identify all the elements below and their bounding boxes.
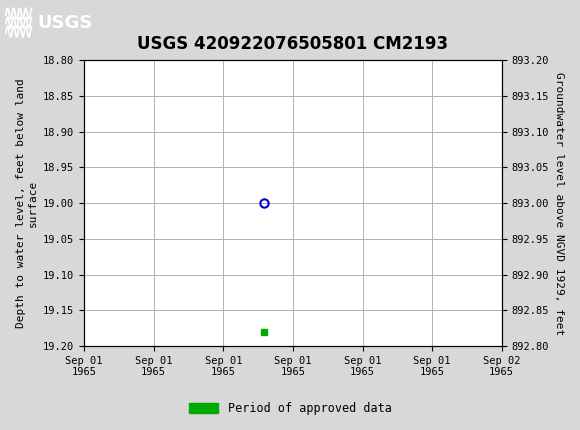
Text: USGS: USGS [38,14,93,31]
Y-axis label: Groundwater level above NGVD 1929, feet: Groundwater level above NGVD 1929, feet [554,71,564,335]
Title: USGS 420922076505801 CM2193: USGS 420922076505801 CM2193 [137,35,448,53]
Legend: Period of approved data: Period of approved data [184,397,396,420]
Y-axis label: Depth to water level, feet below land
surface: Depth to water level, feet below land su… [16,78,38,328]
